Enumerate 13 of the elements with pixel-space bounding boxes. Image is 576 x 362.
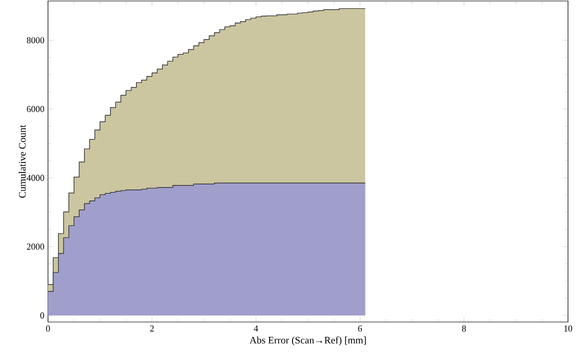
y-tick-label: 8000 [26, 37, 44, 44]
y-tick-label: 6000 [26, 106, 44, 112]
y-tick-label: 2000 [26, 244, 44, 250]
x-tick-label: 8 [462, 326, 466, 332]
y-axis-title: Cumulative Count [18, 124, 26, 198]
y-tick-label: 0 [40, 312, 44, 318]
x-tick-label: 6 [358, 326, 362, 332]
x-axis-title: Abs Error (Scan→Ref) [mm] [250, 336, 366, 346]
x-tick-label: 4 [254, 326, 258, 332]
x-tick-label: 0 [46, 326, 50, 332]
x-tick-label: 2 [150, 326, 154, 332]
x-tick-label: 10 [564, 326, 572, 332]
y-tick-label: 4000 [26, 174, 44, 181]
